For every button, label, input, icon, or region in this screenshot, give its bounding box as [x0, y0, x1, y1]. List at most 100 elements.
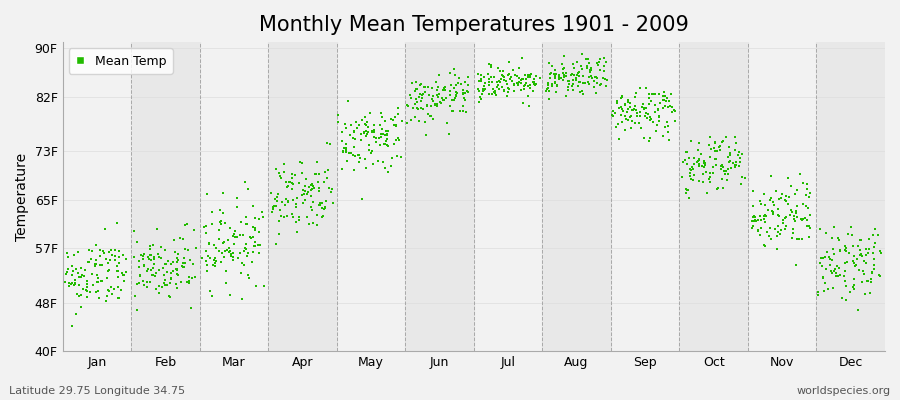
Point: [304, 193, 319, 199]
Point: [404, 117, 419, 123]
Point: [131, 258, 146, 264]
Point: [241, 275, 256, 281]
Point: [140, 266, 155, 272]
Text: worldspecies.org: worldspecies.org: [796, 386, 891, 396]
Point: [253, 241, 267, 248]
Point: [839, 282, 853, 289]
Point: [874, 250, 888, 256]
Point: [701, 142, 716, 148]
Point: [128, 293, 142, 300]
Point: [529, 81, 544, 88]
Point: [256, 283, 271, 290]
Point: [497, 77, 511, 83]
Point: [591, 59, 606, 66]
Point: [832, 264, 846, 271]
Point: [850, 243, 865, 250]
Point: [590, 80, 604, 86]
Point: [760, 207, 775, 213]
Point: [205, 209, 220, 215]
Point: [240, 250, 255, 256]
Point: [837, 242, 851, 249]
Point: [795, 217, 809, 223]
Point: [237, 248, 251, 254]
Point: [526, 76, 541, 83]
Point: [422, 113, 436, 120]
Point: [661, 122, 675, 129]
Point: [679, 186, 693, 192]
Point: [847, 276, 861, 283]
Point: [866, 249, 880, 256]
Point: [684, 138, 698, 144]
Point: [241, 272, 256, 278]
Point: [851, 306, 866, 313]
Point: [525, 71, 539, 78]
Point: [174, 279, 188, 286]
Point: [763, 224, 778, 231]
Point: [704, 146, 718, 153]
Point: [304, 186, 319, 193]
Point: [362, 142, 376, 148]
Point: [460, 88, 474, 94]
Point: [68, 266, 83, 272]
Point: [686, 165, 700, 172]
Point: [452, 74, 466, 81]
Point: [339, 141, 354, 148]
Point: [158, 282, 172, 288]
Point: [770, 223, 785, 230]
Point: [664, 91, 679, 98]
Point: [74, 304, 88, 311]
Point: [576, 72, 590, 79]
Point: [509, 80, 524, 86]
Point: [64, 280, 78, 287]
Point: [412, 82, 427, 88]
Point: [277, 160, 292, 167]
Point: [614, 104, 628, 110]
Point: [80, 294, 94, 300]
Point: [227, 241, 241, 247]
Point: [502, 76, 517, 82]
Point: [529, 73, 544, 79]
Point: [491, 65, 505, 72]
Point: [80, 284, 94, 290]
Point: [386, 121, 400, 128]
Point: [96, 250, 111, 256]
Point: [414, 95, 428, 101]
Point: [644, 113, 658, 120]
Point: [199, 223, 213, 230]
Point: [158, 247, 172, 254]
Point: [252, 250, 266, 257]
Point: [610, 100, 625, 106]
Point: [858, 291, 872, 298]
Point: [637, 112, 652, 119]
Point: [779, 223, 794, 230]
Point: [541, 82, 555, 88]
Point: [566, 81, 580, 88]
Point: [361, 129, 375, 136]
Point: [829, 270, 843, 276]
Point: [866, 232, 880, 238]
Point: [696, 170, 710, 177]
Point: [873, 272, 887, 279]
Point: [575, 80, 590, 86]
Point: [490, 79, 504, 85]
Point: [408, 114, 422, 120]
Point: [85, 247, 99, 254]
Point: [177, 246, 192, 252]
Point: [495, 72, 509, 78]
Point: [95, 248, 110, 254]
Point: [643, 117, 657, 123]
Point: [82, 247, 96, 254]
Point: [414, 98, 428, 105]
Point: [431, 71, 446, 78]
Point: [108, 247, 122, 254]
Point: [458, 90, 473, 96]
Point: [656, 105, 670, 111]
Point: [163, 294, 177, 300]
Point: [76, 286, 90, 292]
Point: [576, 90, 590, 97]
Point: [789, 203, 804, 209]
Point: [746, 214, 760, 220]
Point: [575, 51, 590, 58]
Point: [688, 161, 702, 167]
Point: [454, 81, 468, 88]
